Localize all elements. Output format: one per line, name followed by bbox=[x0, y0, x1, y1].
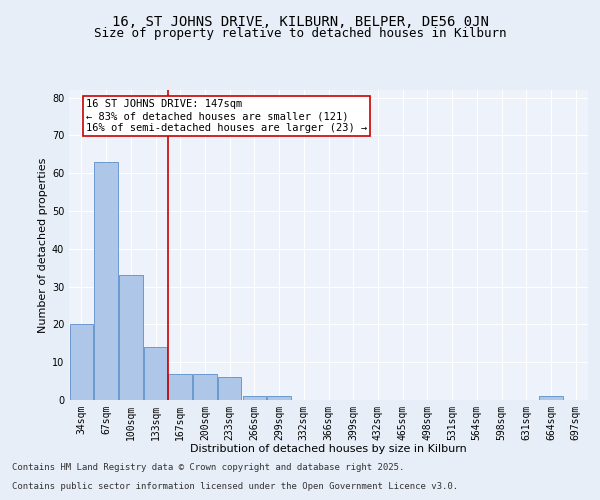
Bar bbox=[268, 396, 291, 400]
Bar bbox=[70, 324, 93, 400]
Text: Size of property relative to detached houses in Kilburn: Size of property relative to detached ho… bbox=[94, 28, 506, 40]
Bar bbox=[119, 275, 143, 400]
Bar bbox=[218, 378, 241, 400]
Text: Contains public sector information licensed under the Open Government Licence v3: Contains public sector information licen… bbox=[12, 482, 458, 491]
Text: 16, ST JOHNS DRIVE, KILBURN, BELPER, DE56 0JN: 16, ST JOHNS DRIVE, KILBURN, BELPER, DE5… bbox=[112, 15, 488, 29]
Bar bbox=[242, 396, 266, 400]
Bar bbox=[193, 374, 217, 400]
Y-axis label: Number of detached properties: Number of detached properties bbox=[38, 158, 47, 332]
Text: 16 ST JOHNS DRIVE: 147sqm
← 83% of detached houses are smaller (121)
16% of semi: 16 ST JOHNS DRIVE: 147sqm ← 83% of detac… bbox=[86, 100, 367, 132]
Bar bbox=[169, 374, 192, 400]
Text: Contains HM Land Registry data © Crown copyright and database right 2025.: Contains HM Land Registry data © Crown c… bbox=[12, 464, 404, 472]
Bar bbox=[94, 162, 118, 400]
Bar bbox=[539, 396, 563, 400]
Bar bbox=[144, 347, 167, 400]
X-axis label: Distribution of detached houses by size in Kilburn: Distribution of detached houses by size … bbox=[190, 444, 467, 454]
